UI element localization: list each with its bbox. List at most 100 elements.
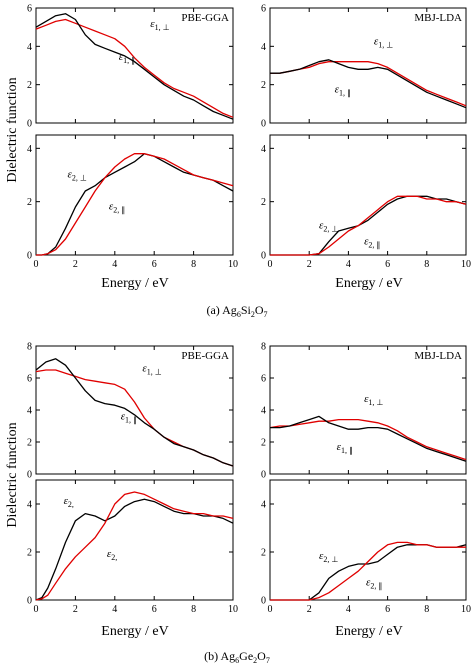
x-tick-label: 2	[73, 259, 78, 270]
series-annotation-1: ε2, ∥	[366, 577, 382, 591]
y-tick-label: 4	[261, 42, 266, 53]
x-tick-label: 2	[307, 259, 312, 270]
panel-4: 0 2 4 6 8 PBE-GGA ε1, ⊥ ε1, ∥	[27, 342, 234, 481]
series-annotation-0: ε2,	[64, 495, 74, 509]
y-tick-label: 4	[27, 144, 32, 155]
y-tick-label: 0	[27, 596, 32, 607]
panel-frame	[35, 479, 234, 601]
y-tick-label: 2	[27, 548, 32, 559]
panel-frame	[35, 7, 234, 124]
y-tick-label: 2	[261, 438, 266, 449]
x-tick-label: 6	[152, 604, 157, 615]
method-label: PBE-GGA	[181, 350, 229, 362]
series-annotation-1: ε1, ∥	[119, 51, 135, 65]
y-tick-label: 0	[27, 470, 32, 481]
series-annotation-0: ε2, ⊥	[319, 219, 338, 233]
panel-frame	[269, 479, 467, 601]
y-tick-label: 8	[261, 342, 266, 353]
x-tick-label: 8	[424, 604, 429, 615]
x-tick-label: 4	[346, 604, 351, 615]
x-tick-label: 0	[268, 604, 273, 615]
x-axis-label-pbe-b: Energy / eV	[101, 624, 168, 639]
y-tick-label: 4	[27, 406, 32, 417]
y-tick-label: 6	[27, 4, 32, 15]
panel-0: 0 2 4 6 PBE-GGA ε1, ⊥ ε1, ∥	[27, 4, 234, 130]
series-annotation-0: ε1, ⊥	[364, 393, 383, 407]
x-tick-label: 0	[268, 259, 273, 270]
x-tick-label: 8	[424, 259, 429, 270]
y-tick-label: 6	[261, 374, 266, 385]
x-tick-label: 8	[191, 604, 196, 615]
caption-b: (b) Ag6Ge2O7	[204, 649, 270, 665]
series-line-1	[35, 358, 234, 467]
panel-5: 0 2 4 6 8 MBJ-LDA ε1, ⊥ ε1, ∥	[261, 342, 467, 481]
y-tick-label: 4	[261, 500, 266, 511]
y-tick-label: 0	[27, 119, 32, 130]
y-tick-label: 2	[27, 80, 32, 91]
y-axis-label-b: Dielectric function	[5, 422, 20, 527]
x-tick-label: 0	[34, 604, 39, 615]
series-line-1	[270, 59, 467, 109]
series-annotation-1: ε2, ∥	[364, 235, 380, 249]
x-tick-label: 10	[228, 604, 238, 615]
series-line-1	[270, 541, 466, 601]
method-label: MBJ-LDA	[414, 12, 462, 24]
y-tick-label: 4	[261, 144, 266, 155]
series-annotation-1: ε1, ∥	[335, 83, 351, 97]
y-tick-label: 2	[27, 438, 32, 449]
series-line-1	[270, 195, 467, 256]
y-axis-label-a: Dielectric function	[5, 77, 20, 182]
series-line-1	[270, 415, 467, 462]
x-tick-label: 4	[346, 259, 351, 270]
x-axis-label-pbe-a: Energy / eV	[101, 276, 168, 291]
x-tick-label: 8	[191, 259, 196, 270]
panel-frame	[269, 7, 467, 124]
series-annotation-1: ε1, ∥	[121, 411, 137, 425]
panel-7: 0 2 4 0 2 4 6 8 10 ε2, ⊥ ε2, ∥	[261, 479, 471, 615]
series-annotation-0: ε1, ⊥	[142, 363, 161, 377]
series-annotation-1: ε2,	[107, 548, 117, 562]
x-tick-label: 10	[461, 259, 471, 270]
x-axis-label-mbj-b: Energy / eV	[335, 624, 402, 639]
x-tick-label: 4	[112, 259, 117, 270]
panel-frame	[35, 134, 234, 256]
y-tick-label: 6	[261, 4, 266, 15]
panel-frame	[269, 134, 467, 256]
x-tick-label: 6	[152, 259, 157, 270]
panel-2: 0 2 4 0 2 4 6 8 10 ε2, ⊥ ε2, ∥	[27, 134, 238, 270]
series-annotation-0: ε2, ⊥	[319, 550, 338, 564]
panel-1: 0 2 4 6 MBJ-LDA ε1, ⊥ ε1, ∥	[261, 4, 467, 130]
series-annotation-0: ε1, ⊥	[374, 35, 393, 49]
y-tick-label: 2	[261, 548, 266, 559]
panel-3: 0 2 4 0 2 4 6 8 10 ε2, ⊥ ε2, ∥	[261, 134, 471, 270]
caption-a: (a) Ag6Si2O7	[206, 303, 267, 319]
x-tick-label: 6	[385, 259, 390, 270]
y-tick-label: 0	[261, 596, 266, 607]
y-tick-label: 6	[27, 374, 32, 385]
series-annotation-1: ε2, ∥	[109, 201, 125, 215]
y-tick-label: 2	[27, 197, 32, 208]
x-tick-label: 4	[112, 604, 117, 615]
series-line-0	[270, 61, 467, 107]
series-line-0	[270, 544, 467, 601]
x-tick-label: 2	[73, 604, 78, 615]
y-tick-label: 0	[261, 251, 266, 262]
y-tick-label: 4	[27, 500, 32, 511]
x-tick-label: 0	[34, 259, 39, 270]
y-tick-label: 0	[261, 119, 266, 130]
panel-6: 0 2 4 0 2 4 6 8 10 ε2, ε2,	[27, 479, 238, 615]
method-label: MBJ-LDA	[414, 350, 462, 362]
series-annotation-0: ε2, ⊥	[68, 169, 87, 183]
y-tick-label: 0	[261, 470, 266, 481]
series-line-1	[35, 13, 234, 120]
x-tick-label: 10	[461, 604, 471, 615]
series-annotation-0: ε1, ⊥	[150, 18, 169, 32]
x-tick-label: 2	[307, 604, 312, 615]
series-annotation-1: ε1, ∥	[337, 441, 353, 455]
y-tick-label: 0	[27, 251, 32, 262]
series-line-0	[269, 418, 467, 461]
series-line-1	[35, 491, 234, 601]
y-tick-label: 2	[261, 197, 266, 208]
y-tick-label: 8	[27, 342, 32, 353]
